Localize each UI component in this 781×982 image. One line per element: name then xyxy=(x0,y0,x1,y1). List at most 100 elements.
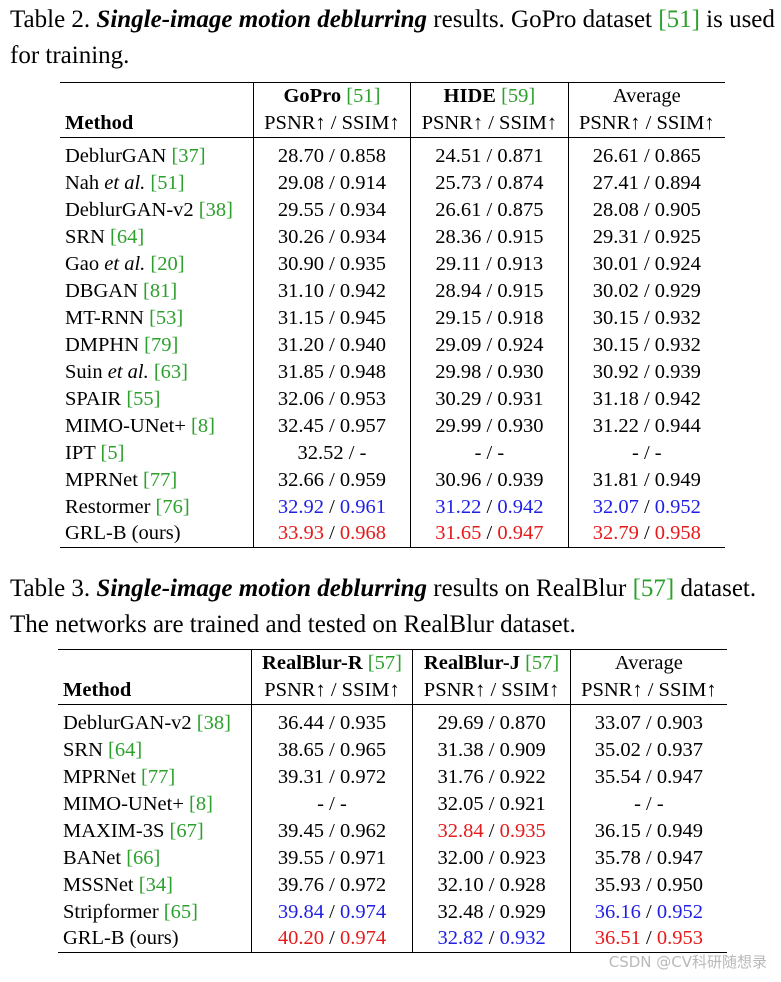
psnr-value: 32.05 xyxy=(437,792,484,815)
score-cell: 30.90 / 0.935 xyxy=(252,250,411,277)
ssim-value: 0.953 xyxy=(656,927,703,950)
ssim-value: - xyxy=(497,441,505,464)
table3-caption-cite[interactable]: [57] xyxy=(632,575,675,602)
citation-link[interactable]: [8] xyxy=(189,792,213,815)
psnr-value: 26.61 xyxy=(592,144,639,167)
method-header: Method xyxy=(60,82,254,138)
value-separator: / xyxy=(638,252,655,275)
method-cell: Restormer [76] xyxy=(60,493,253,520)
score-cell: 35.93 / 0.950 xyxy=(569,871,727,898)
method-name: DMPHN xyxy=(65,333,145,356)
citation-link[interactable]: [77] xyxy=(141,765,176,788)
score-cell: 29.69 / 0.870 xyxy=(412,709,571,736)
citation-link[interactable]: [65] xyxy=(163,900,198,923)
citation-link[interactable]: [64] xyxy=(108,738,143,761)
citation-link[interactable]: [64] xyxy=(110,225,145,248)
method-cell: SPAIR [55] xyxy=(60,385,253,412)
value-separator: / xyxy=(481,333,498,356)
score-cell: 28.94 / 0.915 xyxy=(410,277,569,304)
value-separator: / xyxy=(640,819,657,842)
score-cell: 35.02 / 0.937 xyxy=(569,736,727,763)
value-separator: / xyxy=(483,927,500,950)
table-row: MPRNet [77] 39.31 / 0.972 31.76 / 0.922 35.… xyxy=(58,763,727,790)
psnr-value: 29.11 xyxy=(435,252,482,275)
psnr-value: 30.15 xyxy=(592,306,639,329)
citation-link[interactable]: [67] xyxy=(169,819,204,842)
citation-link[interactable]: [81] xyxy=(143,279,178,302)
value-separator: / xyxy=(481,360,498,383)
psnr-value: 30.02 xyxy=(592,279,639,302)
citation-link[interactable]: [57] xyxy=(367,652,402,674)
value-separator: / xyxy=(481,252,497,275)
table-row: MSSNet [34] 39.76 / 0.972 32.10 / 0.928 35.… xyxy=(58,871,727,898)
citation-link[interactable]: [59] xyxy=(501,85,536,107)
method-name: MPRNet xyxy=(63,765,142,788)
score-cell: 31.20 / 0.940 xyxy=(252,331,411,358)
psnr-value: 32.06 xyxy=(277,387,324,410)
metric-header: PSNR↑ / SSIM↑ xyxy=(252,110,411,138)
method-header-label: Method xyxy=(63,679,132,701)
citation-link[interactable]: [55] xyxy=(126,387,161,410)
value-separator: / xyxy=(481,225,498,248)
table-row: SRN [64] 38.65 / 0.965 31.38 / 0.909 35.02 … xyxy=(58,736,727,763)
table-row: MAXIM-3S [67] 39.45 / 0.962 32.84 / 0.935 3… xyxy=(58,817,727,844)
citation-link[interactable]: [79] xyxy=(144,333,179,356)
citation-link[interactable]: [51] xyxy=(346,85,381,107)
citation-link[interactable]: [51] xyxy=(150,171,185,194)
score-cell: 36.16 / 0.952 xyxy=(569,898,727,925)
citation-link[interactable]: [76] xyxy=(155,495,190,518)
citation-link[interactable]: [38] xyxy=(198,198,233,221)
value-separator: / xyxy=(638,360,655,383)
spacer-row xyxy=(60,137,725,142)
citation-link[interactable]: [20] xyxy=(150,252,185,275)
psnr-value: 39.45 xyxy=(277,819,324,842)
citation-link[interactable]: [57] xyxy=(525,652,560,674)
psnr-value: 32.10 xyxy=(437,873,484,896)
value-separator: / xyxy=(638,387,655,410)
score-cell: 36.51 / 0.953 xyxy=(569,925,727,953)
ssim-value: 0.928 xyxy=(499,873,546,896)
citation-link[interactable]: [53] xyxy=(149,306,184,329)
citation-link[interactable]: [37] xyxy=(171,144,206,167)
score-cell: 25.73 / 0.874 xyxy=(410,169,569,196)
value-separator: / xyxy=(483,819,500,842)
spacer-cell xyxy=(569,704,727,709)
citation-link[interactable]: [63] xyxy=(153,360,189,383)
method-header: Method xyxy=(58,649,252,705)
value-separator: / xyxy=(323,360,340,383)
value-separator: / xyxy=(638,279,655,302)
method-name: DeblurGAN-v2 xyxy=(65,198,199,221)
table2-caption-cite[interactable]: [51] xyxy=(658,6,700,33)
value-separator: / xyxy=(481,441,498,464)
score-cell: 31.81 / 0.949 xyxy=(567,466,725,493)
value-separator: / xyxy=(343,441,360,464)
value-separator: / xyxy=(323,171,340,194)
spacer-row xyxy=(58,704,727,709)
psnr-value: 31.20 xyxy=(277,333,324,356)
ssim-value: - xyxy=(654,441,662,464)
citation-link[interactable]: [77] xyxy=(143,468,178,491)
citation-link[interactable]: [66] xyxy=(126,846,161,869)
table-row: GRL-B (ours) 33.93 / 0.968 31.65 / 0.947 32… xyxy=(60,520,725,548)
value-separator: / xyxy=(638,468,655,491)
spacer-cell xyxy=(250,704,413,709)
citation-link[interactable]: [38] xyxy=(196,711,231,734)
ssim-value: 0.858 xyxy=(339,144,387,167)
psnr-value: 29.08 xyxy=(277,171,324,194)
table-row: BANet [66] 39.55 / 0.971 32.00 / 0.923 35.7… xyxy=(58,844,727,871)
score-cell: 32.84 / 0.935 xyxy=(412,817,571,844)
metric-header: PSNR↑ / SSIM↑ xyxy=(569,677,727,705)
citation-link[interactable]: [8] xyxy=(191,414,215,437)
table3-caption-text1: results on RealBlur xyxy=(427,575,633,602)
value-separator: / xyxy=(323,198,340,221)
psnr-value: 39.31 xyxy=(277,765,324,788)
psnr-value: 33.07 xyxy=(594,711,641,734)
citation-link[interactable]: [34] xyxy=(138,873,173,896)
citation-link[interactable]: [5] xyxy=(100,441,125,464)
method-name-italic: et al. xyxy=(104,171,146,194)
metric-label: PSNR↑ / SSIM↑ xyxy=(421,112,558,134)
value-separator: / xyxy=(483,765,500,788)
ssim-value: 0.918 xyxy=(497,306,544,329)
psnr-value: 38.65 xyxy=(277,738,324,761)
watermark: CSDN @CV科研随想录 xyxy=(608,953,767,971)
